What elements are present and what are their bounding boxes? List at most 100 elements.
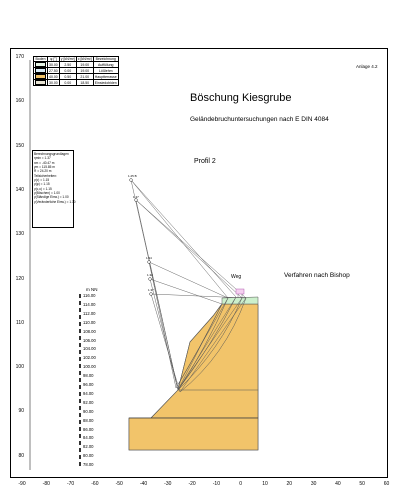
safety-line: γ(Ständige Einw.) = 1.00 <box>34 195 69 200</box>
height-tick-label: 78.00 <box>83 462 94 468</box>
path-label: Weg <box>231 274 242 280</box>
drawing-subtitle: Geländebruchuntersuchungen nach E DIN 40… <box>190 116 329 123</box>
sand-bottom-block <box>128 417 259 451</box>
x-tick-label: -60 <box>91 481 99 487</box>
circle-label-4: 1.32 <box>147 273 153 277</box>
centre-3 <box>147 260 151 264</box>
safety-line: xm = -40.47 m <box>34 160 55 165</box>
x-tick-label: -90 <box>18 481 26 487</box>
legend-phi: 30.00 <box>47 79 60 87</box>
centre-4 <box>148 277 152 281</box>
safety-line: γ(c,u) = 1.15 <box>34 186 52 191</box>
x-tick-label: -80 <box>42 481 50 487</box>
legend-swatch <box>35 62 46 68</box>
safety-line: Berechnungsgrundlagen <box>34 152 69 156</box>
height-tick-label: 86.00 <box>83 426 94 432</box>
height-tick-label: 110.00 <box>83 319 96 325</box>
x-tick-label: 20 <box>286 481 293 487</box>
safety-line: γ(φ) = 1.15 <box>34 182 50 187</box>
x-tick-label: 0 <box>239 481 243 487</box>
legend-name: Einsiedoblden <box>92 79 119 87</box>
safety-line: Teilsicherheiten: <box>34 173 57 178</box>
height-tick-label: 94.00 <box>83 390 94 396</box>
drawing-title: Böschung Kiesgrube <box>190 92 292 104</box>
path-marker <box>235 288 245 298</box>
centre-1 <box>129 178 133 182</box>
y-tick-label: 90 <box>18 408 24 415</box>
x-tick-label: 60 <box>383 481 390 487</box>
y-tick-label: 170 <box>15 54 24 60</box>
soil-legend: Boden φ [°] γ [kN/m³] c [kN/m²] Bezeichn… <box>33 55 119 87</box>
circle-centres <box>129 178 153 296</box>
y-tick-label: 80 <box>18 452 24 459</box>
height-tick-label: 96.00 <box>83 382 94 387</box>
legend-c: 18.50 <box>75 79 94 87</box>
radius-fan-5 <box>150 293 247 393</box>
legend-header-name: Bezeichnung <box>92 55 119 63</box>
legend-header-gamma: γ [kN/m³] <box>58 55 77 63</box>
height-tick-label: 108.00 <box>83 328 96 334</box>
safety-line: γ(c) = 1.15 <box>34 178 50 183</box>
y-tick-label: 160 <box>15 98 24 105</box>
profile-label: Profil 2 <box>194 158 216 165</box>
x-tick-label: 50 <box>359 481 365 487</box>
legend-swatch <box>35 74 46 80</box>
height-tick-label: 90.00 <box>83 408 94 414</box>
slip-circle-3 <box>177 297 229 391</box>
x-tick-label: -70 <box>66 481 75 487</box>
x-tick-label: -50 <box>115 481 123 487</box>
height-tick-label: 98.00 <box>83 373 94 379</box>
safety-parameters-box: Berechnungsgrundlagen ηmin = 1.37 xm = -40… <box>32 150 76 228</box>
x-tick-label: 10 <box>262 481 268 487</box>
legend-gamma: 0.00 <box>58 79 77 87</box>
legend-header-row: Boden φ [°] γ [kN/m³] c [kN/m²] Bezeichn… <box>33 55 119 63</box>
drawing-frame <box>10 48 388 478</box>
height-tick-label: 112.00 <box>83 310 96 316</box>
height-tick-label: 102.00 <box>83 355 96 361</box>
safety-line: ηmin = 1.37 <box>34 156 51 161</box>
circle-label-1: 1.25 B <box>128 174 137 178</box>
radius-extra-2 <box>135 199 247 299</box>
height-tick-label: 100.00 <box>83 364 96 370</box>
height-tick-label: 114.00 <box>83 301 96 307</box>
x-tick-label: -10 <box>212 481 220 487</box>
y-tick-label: 150 <box>15 142 24 149</box>
height-tick-label: 92.00 <box>83 399 94 405</box>
height-tick-label: 116.00 <box>83 293 96 298</box>
x-tick-label: -30 <box>164 481 172 487</box>
y-tick-label: 120 <box>15 275 24 282</box>
x-tick-label: -20 <box>188 481 196 487</box>
height-tick-label: 104.00 <box>83 346 96 352</box>
y-tick-label: 130 <box>15 231 24 238</box>
safety-line: γ(Veränderliche Einw.) = 1.30 <box>34 199 76 204</box>
legend-row: 30.00 0.00 18.50 Einsiedoblden <box>33 79 119 87</box>
x-tick-label: 30 <box>310 481 317 487</box>
radius-fan-2 <box>135 199 243 391</box>
height-unit-label: m NN <box>86 287 98 292</box>
y-tick-label: 140 <box>15 186 24 193</box>
circle-label-2: 1.37 <box>133 195 139 199</box>
circle-label-3: 1.34 <box>146 256 152 260</box>
radius-lines <box>130 179 247 393</box>
centre-5 <box>149 292 153 296</box>
radius-fan-4 <box>149 278 223 391</box>
legend-header-boden: Boden <box>33 55 48 63</box>
x-tick-label: 40 <box>335 481 341 487</box>
method-label: Verfahren nach Bishop <box>284 272 350 279</box>
height-tick-label: 82.00 <box>83 444 94 450</box>
legend-header-c: c [kN/m²] <box>75 55 94 63</box>
centre-2 <box>134 198 138 202</box>
legend-swatch <box>35 80 46 86</box>
y-tick-label: 110 <box>16 319 24 326</box>
circle-label-5: 1.37 <box>148 288 154 292</box>
slip-circle-2 <box>177 297 243 391</box>
height-tick-label: 106.00 <box>83 337 96 343</box>
safety-line: γ(Böschen) = 1.00 <box>34 191 60 196</box>
radius-fan-1 <box>130 179 237 391</box>
height-tick-label: 88.00 <box>83 417 94 423</box>
safety-line: ym = 115.85 m <box>34 165 55 170</box>
slip-circle-1 <box>177 296 237 391</box>
height-tick-label: 84.00 <box>83 435 94 441</box>
